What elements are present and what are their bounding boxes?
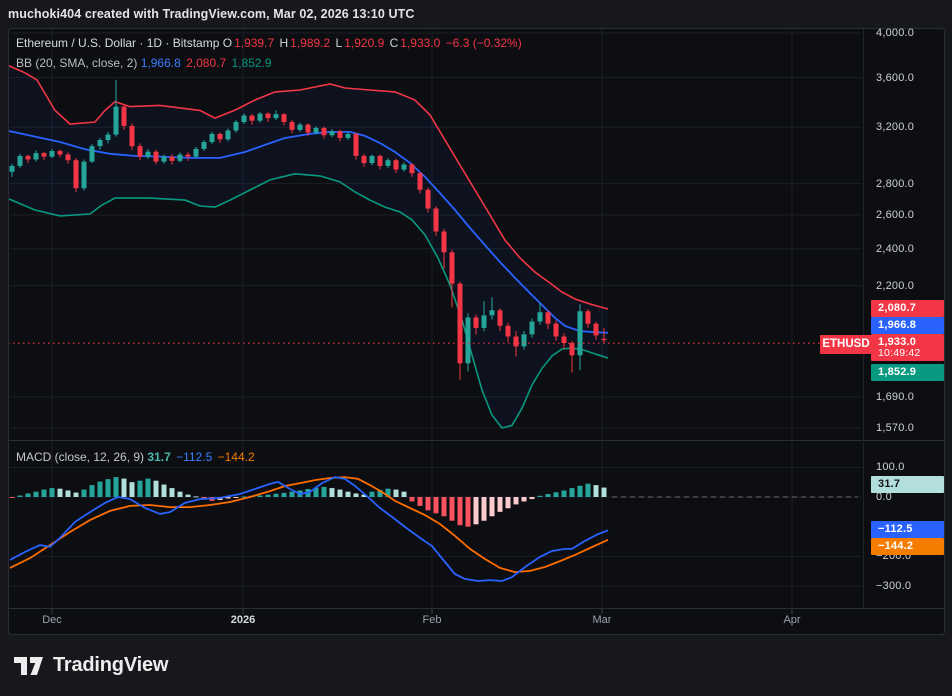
price-axis-label: 2,800.0 (876, 177, 915, 190)
price-badge: −112.5 (871, 521, 944, 538)
macd-hist-value: 31.7 (147, 450, 171, 464)
price-badge: 1,966.8 (871, 317, 944, 334)
macd-line-value: −112.5 (176, 450, 213, 464)
price-badge: 1,852.9 (871, 364, 944, 381)
macd-pane[interactable] (9, 441, 863, 608)
price-axis-label: 3,600.0 (876, 71, 915, 84)
price-axis-label: 3,200.0 (876, 121, 915, 133)
time-axis-label: 2026 (230, 614, 256, 626)
price-axis-label: 100.0 (876, 461, 905, 473)
price-axis-label: 2,600.0 (876, 209, 915, 221)
high-value: 1,989.2 (290, 36, 331, 50)
attribution-text: muchoki404 created with TradingView.com,… (8, 7, 415, 21)
macd-signal-value: −144.2 (217, 450, 255, 464)
time-axis-label: Mar (592, 614, 612, 626)
close-value: 1,933.0 (400, 36, 441, 50)
price-axis-label: 1,690.0 (876, 391, 915, 403)
price-badge: 1,933.0 10:49:42 (871, 334, 944, 361)
attribution-bar: muchoki404 created with TradingView.com,… (0, 0, 952, 28)
symbol-legend[interactable]: Ethereum / U.S. Dollar · 1D · Bitstamp O… (16, 36, 524, 50)
price-axis-label: 1,570.0 (876, 422, 915, 434)
open-value: 1,939.7 (234, 36, 275, 50)
symbol-title: Ethereum / U.S. Dollar · 1D · Bitstamp (16, 36, 220, 50)
bb-basis-value: 1,966.8 (140, 56, 181, 70)
bb-values: 1,966.8 2,080.7 1,852.9 (141, 56, 274, 70)
low-value: 1,920.9 (344, 36, 385, 50)
change-value: −6.3 (−0.32%) (445, 36, 522, 50)
time-axis-label: Dec (42, 614, 62, 626)
price-badge: −144.2 (871, 538, 944, 555)
open-label: O (222, 36, 233, 50)
macd-values: 31.7 −112.5 −144.2 (147, 450, 256, 464)
high-label: H (279, 36, 289, 50)
symbol-price-flag: ETHUSD (820, 335, 872, 354)
price-axis-label: 2,400.0 (876, 242, 915, 255)
price-badge: 31.7 (871, 476, 944, 493)
tradingview-wordmark[interactable]: TradingView (53, 654, 169, 676)
macd-legend[interactable]: MACD (close, 12, 26, 9) 31.7 −112.5 −144… (16, 450, 257, 464)
price-badge: 2,080.7 (871, 300, 944, 317)
footer-bar: TradingView (0, 635, 952, 696)
bb-label: BB (20, SMA, close, 2) (16, 56, 138, 70)
countdown-timer: 10:49:42 (878, 347, 921, 359)
bb-legend[interactable]: BB (20, SMA, close, 2) 1,966.8 2,080.7 1… (16, 56, 274, 70)
tradingview-logo-icon[interactable] (14, 656, 44, 676)
bb-lower-value: 1,852.9 (231, 56, 272, 70)
time-axis-label: Apr (783, 614, 801, 626)
ohlc-values: O 1,939.7 H 1,989.2 L 1,920.9 C 1,933.0 −6.3… (223, 36, 524, 50)
price-axis-label: 4,000.0 (876, 27, 915, 39)
bb-upper-value: 2,080.7 (186, 56, 227, 70)
low-label: L (335, 36, 343, 50)
macd-label: MACD (close, 12, 26, 9) (16, 450, 145, 464)
price-axis-label: −300.0 (876, 580, 912, 592)
price-axis-label: 2,200.0 (876, 279, 915, 292)
close-label: C (389, 36, 399, 50)
main-price-pane[interactable] (9, 29, 863, 440)
time-axis-label: Feb (422, 614, 442, 626)
